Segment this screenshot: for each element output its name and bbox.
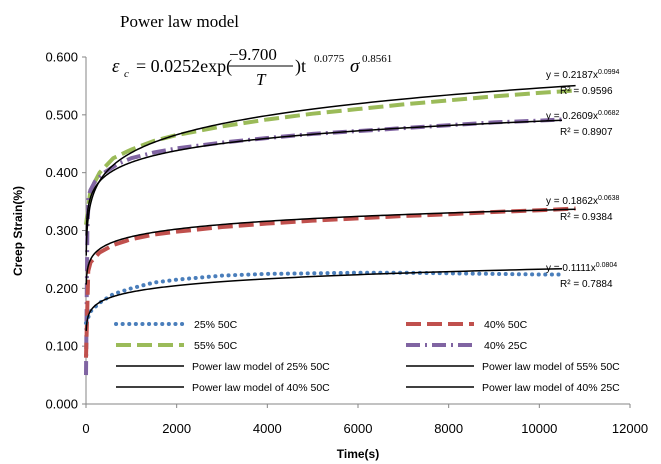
y-tick-label: 0.500: [45, 107, 78, 122]
y-tick-label: 0.300: [45, 223, 78, 238]
eq-lhs-sub: c: [124, 68, 129, 80]
legend-label: 25% 50C: [194, 319, 238, 331]
fit-r2-label: R² = 0.8907: [560, 127, 613, 138]
y-tick-label: 0.000: [45, 397, 78, 412]
eq-frac-den: T: [256, 70, 267, 89]
series-line-40-25c: [84, 117, 563, 376]
fit-equation-label: y = 0.1111x0.0804: [546, 262, 617, 274]
fit-r2-label: R² = 0.7884: [560, 279, 613, 290]
chart-title: Power law model: [120, 12, 239, 31]
series-line-40-50c: [84, 206, 576, 358]
legend-label: Power law model of 40% 25C: [482, 382, 620, 394]
series-line-power-law-model-of-25-50c: [85, 267, 563, 331]
eq-rhs-close: )t: [295, 56, 306, 77]
y-tick-label: 0.200: [45, 281, 78, 296]
x-axis-ticks: 0 2000 4000 6000 8000 10000 12000: [82, 404, 648, 436]
legend-label: Power law model of 40% 50C: [192, 382, 330, 394]
x-axis-title: Time(s): [337, 447, 379, 461]
legend-label: 40% 50C: [484, 319, 528, 331]
x-tick-label: 8000: [434, 421, 463, 436]
legend-label: Power law model of 55% 50C: [482, 361, 620, 373]
series-line-25-50c: [84, 270, 564, 326]
y-axis-title: Creep Strain(%): [11, 186, 25, 276]
fit-labels: y = 0.2187x0.0994 R² = 0.9596 y = 0.2609x0…: [546, 69, 620, 290]
model-equation: ε c = 0.0252exp( −9.700 T )t 0.0775 σ 0.…: [112, 45, 392, 89]
y-axis-ticks: 0.000 0.100 0.200 0.300 0.400 0.500 0.600: [45, 50, 86, 412]
eq-sigma-exp: 0.8561: [362, 53, 392, 65]
fit-equation-label: y = 0.2609x0.0682: [546, 110, 620, 122]
series-layer: [84, 84, 576, 376]
fit-equation-label: y = 0.1862x0.0638: [546, 195, 620, 207]
series-line-power-law-model-of-40-25c: [85, 119, 563, 236]
eq-lhs: ε: [112, 56, 120, 77]
eq-t-exp: 0.0775: [314, 53, 345, 65]
x-tick-label: 6000: [344, 421, 373, 436]
x-tick-label: 2000: [162, 421, 191, 436]
fit-equation-label: y = 0.2187x0.0994: [546, 69, 620, 81]
y-tick-label: 0.100: [45, 339, 78, 354]
legend-label: 55% 50C: [194, 340, 238, 352]
fit-r2-label: R² = 0.9596: [560, 86, 613, 97]
y-tick-label: 0.600: [45, 50, 78, 65]
legend-label: 40% 25C: [484, 340, 528, 352]
legend-label: Power law model of 25% 50C: [192, 361, 330, 373]
eq-rhs-main: = 0.0252exp(: [136, 56, 232, 77]
x-tick-label: 0: [82, 421, 89, 436]
x-tick-label: 12000: [612, 421, 648, 436]
series-line-55-50c: [84, 88, 576, 225]
x-tick-label: 4000: [253, 421, 282, 436]
y-tick-label: 0.400: [45, 165, 78, 180]
eq-sigma: σ: [350, 56, 360, 77]
series-line-power-law-model-of-40-50c: [85, 208, 576, 285]
fit-r2-label: R² = 0.9384: [560, 212, 613, 223]
x-tick-label: 10000: [521, 421, 557, 436]
legend: 25% 50C 40% 50C 55% 50C 40% 25C Power law mo…: [114, 319, 620, 394]
eq-frac-num: −9.700: [229, 45, 277, 64]
